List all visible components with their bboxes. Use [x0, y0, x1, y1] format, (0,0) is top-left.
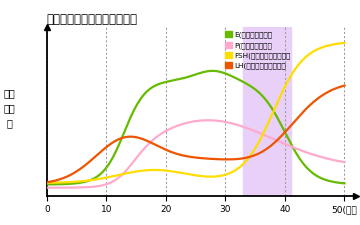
Y-axis label: ホル
モン
値: ホル モン 値	[4, 88, 15, 128]
Text: 年齢によるホルモン値の変動: 年齢によるホルモン値の変動	[47, 13, 138, 26]
Legend: E(卵胞ホルモン）, P(黄体ホルモン）, FSH(卵巣刺激ホルモン）, LH(黄体形成ホルモン）: E(卵胞ホルモン）, P(黄体ホルモン）, FSH(卵巣刺激ホルモン）, LH(…	[224, 31, 292, 70]
Bar	[243, 27, 291, 196]
